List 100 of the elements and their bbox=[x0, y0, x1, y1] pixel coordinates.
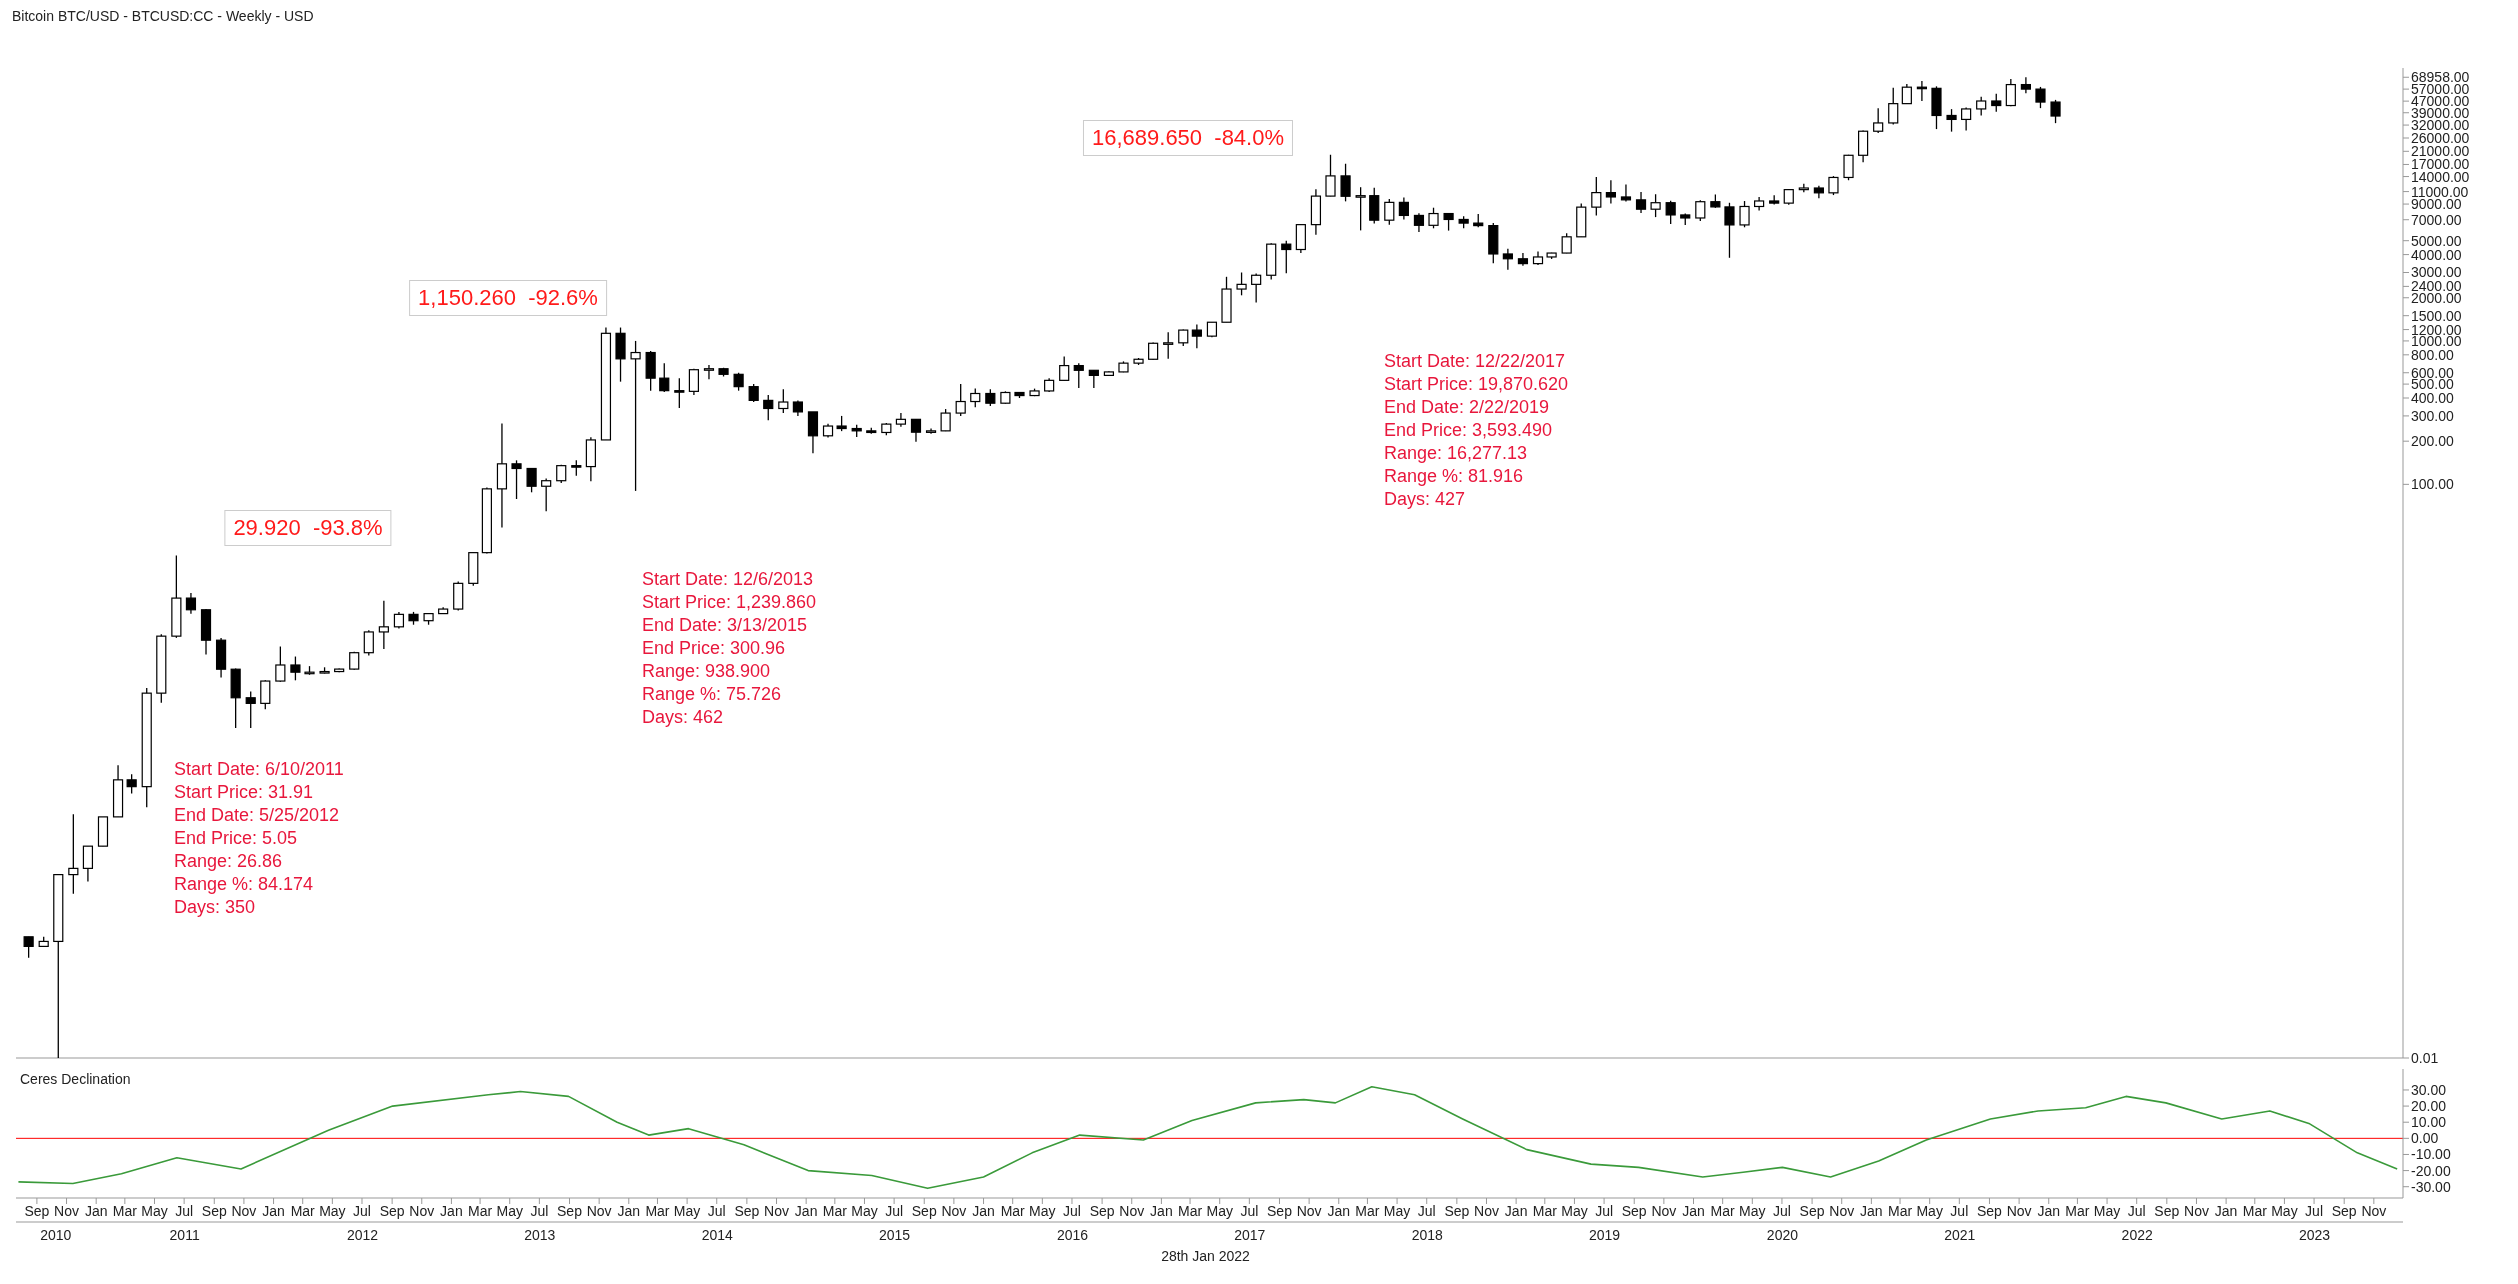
candlestick bbox=[1251, 272, 1262, 304]
x2-tick-label: 2021 bbox=[1944, 1226, 1976, 1243]
x-tick-label: Jan bbox=[617, 1202, 641, 1219]
candlestick bbox=[910, 418, 922, 443]
candlestick bbox=[763, 394, 774, 421]
x-tick-label: Sep bbox=[1621, 1202, 1647, 1219]
y-tick-label: 7000.00 bbox=[2411, 211, 2462, 228]
x-tick-label: Mar bbox=[468, 1202, 493, 1219]
y-tick-label: -10.00 bbox=[2411, 1146, 2451, 1163]
x-tick-label: May bbox=[141, 1202, 168, 1219]
candlestick bbox=[1901, 83, 1912, 105]
x-tick-label: Nov bbox=[231, 1202, 257, 1219]
candlestick bbox=[68, 813, 79, 895]
x-tick-label: Mar bbox=[112, 1202, 138, 1219]
candlestick bbox=[1695, 199, 1706, 222]
x-tick-label: Sep bbox=[379, 1202, 405, 1219]
x-tick-label: Nov bbox=[586, 1202, 612, 1219]
x-tick-label: Jan bbox=[972, 1202, 995, 1219]
annotation: 16,689.650 -84.0% bbox=[1082, 120, 1294, 156]
x2-tick-label: 2019 bbox=[1589, 1226, 1621, 1243]
candlestick bbox=[1724, 202, 1735, 259]
x-tick-label: May bbox=[1561, 1202, 1588, 1219]
chart-title: Bitcoin BTC/USD - BTCUSD:CC - Weekly - USD bbox=[11, 8, 315, 26]
x-tick-label: Jan bbox=[1327, 1202, 1351, 1219]
x-tick-label: May bbox=[2271, 1202, 2298, 1219]
y-tick-label: 20.00 bbox=[2411, 1098, 2447, 1115]
candlestick bbox=[260, 679, 271, 710]
candlestick bbox=[1991, 93, 2002, 113]
x2-tick-label: 2013 bbox=[524, 1226, 556, 1243]
x-tick-label: Nov bbox=[1474, 1202, 1499, 1219]
x-tick-label: Nov bbox=[409, 1202, 435, 1219]
x-tick-label: May bbox=[2093, 1202, 2121, 1219]
candlestick bbox=[1843, 154, 1854, 181]
x2-tick-label: 2012 bbox=[346, 1226, 379, 1243]
x-tick-label: May bbox=[1383, 1202, 1411, 1219]
x-tick-label: Nov bbox=[941, 1202, 967, 1219]
candlestick bbox=[1325, 154, 1336, 197]
x-tick-label: Jul bbox=[2305, 1202, 2324, 1219]
candlestick bbox=[659, 362, 670, 393]
candlestick bbox=[1502, 248, 1513, 271]
annotation: Start Date: 6/10/2011 Start Price: 31.91 End Date: 5/25/2012 End Price: 5.05 Range: 26.86 Range %: 84.174 Days: 350 bbox=[174, 758, 344, 919]
x-tick-label: Nov bbox=[1296, 1202, 1322, 1219]
x-tick-label: Mar bbox=[822, 1202, 848, 1219]
x-tick-label: Nov bbox=[1651, 1202, 1677, 1219]
x-tick-label: Sep bbox=[24, 1202, 50, 1219]
candlestick bbox=[2035, 86, 2046, 109]
candlestick bbox=[2005, 78, 2016, 107]
x-tick-label: Mar bbox=[1178, 1202, 1203, 1219]
x-tick-label: Mar bbox=[2242, 1202, 2268, 1219]
x-tick-label: Jan bbox=[794, 1202, 818, 1219]
x-tick-label: Jul bbox=[1417, 1202, 1436, 1219]
candlestick bbox=[1428, 207, 1439, 229]
candlestick bbox=[511, 459, 522, 500]
x2-tick-label: 2018 bbox=[1411, 1226, 1443, 1243]
candlestick bbox=[1281, 240, 1292, 274]
x-tick-label: Sep bbox=[2331, 1202, 2357, 1219]
candlestick bbox=[970, 387, 981, 408]
candlestick bbox=[1384, 198, 1395, 226]
x2-tick-label: 2014 bbox=[701, 1226, 734, 1243]
y-tick-label: -30.00 bbox=[2411, 1178, 2451, 1195]
candlestick bbox=[1591, 176, 1602, 217]
candlestick bbox=[1059, 355, 1070, 382]
x2-tick-label: 2016 bbox=[1056, 1226, 1089, 1243]
x-tick-label: Nov bbox=[54, 1202, 79, 1219]
chart-title: Ceres Declination bbox=[20, 1071, 131, 1087]
annotation: Start Date: 12/6/2013 Start Price: 1,239.860 End Date: 3/13/2015 End Price: 300.96 Range: 938.900 Range %: 75.726 Days: 462 bbox=[642, 568, 817, 729]
candlestick bbox=[1873, 107, 1884, 134]
candlestick bbox=[526, 467, 537, 493]
x2-tick-label: 2022 bbox=[2121, 1226, 2153, 1243]
candlestick bbox=[2020, 76, 2031, 94]
y-tick-label: 5000.00 bbox=[2411, 232, 2462, 249]
x-tick-label: Jul bbox=[1950, 1202, 1969, 1219]
candlestick bbox=[275, 645, 286, 683]
x-tick-label: Jul bbox=[353, 1202, 371, 1219]
x-tick-label: Sep bbox=[557, 1202, 583, 1219]
x-tick-label: Sep bbox=[1799, 1202, 1825, 1219]
x-tick-label: Jul bbox=[1773, 1202, 1791, 1219]
x2-tick-label: 2023 bbox=[2298, 1226, 2331, 1243]
x-tick-label: Jan bbox=[84, 1202, 108, 1219]
x-tick-label: Jul bbox=[707, 1202, 726, 1219]
candlestick bbox=[541, 477, 552, 512]
x-tick-label: Mar bbox=[1710, 1202, 1736, 1219]
x-tick-label: May bbox=[673, 1202, 701, 1219]
candlestick bbox=[674, 377, 685, 409]
x2-tick-label: 2017 bbox=[1234, 1226, 1266, 1243]
x-tick-label: Mar bbox=[1887, 1202, 1913, 1219]
x-tick-label: Nov bbox=[2184, 1202, 2209, 1219]
candlestick bbox=[1561, 232, 1572, 254]
candlestick bbox=[1073, 362, 1084, 389]
line-series bbox=[17, 1085, 2398, 1190]
y-tick-label: 0.01 bbox=[2411, 1049, 2439, 1066]
x-tick-label: Mar bbox=[290, 1202, 316, 1219]
annotation: 1,150.260 -92.6% bbox=[409, 280, 607, 316]
y-tick-label: 1500.00 bbox=[2411, 307, 2462, 324]
y-tick-label: 10.00 bbox=[2411, 1114, 2447, 1131]
x-tick-label: Nov bbox=[2361, 1202, 2387, 1219]
x-tick-label: May bbox=[319, 1202, 346, 1219]
candlestick bbox=[2050, 99, 2061, 124]
candlestick bbox=[82, 845, 94, 883]
y-tick-label: 400.00 bbox=[2411, 389, 2455, 406]
